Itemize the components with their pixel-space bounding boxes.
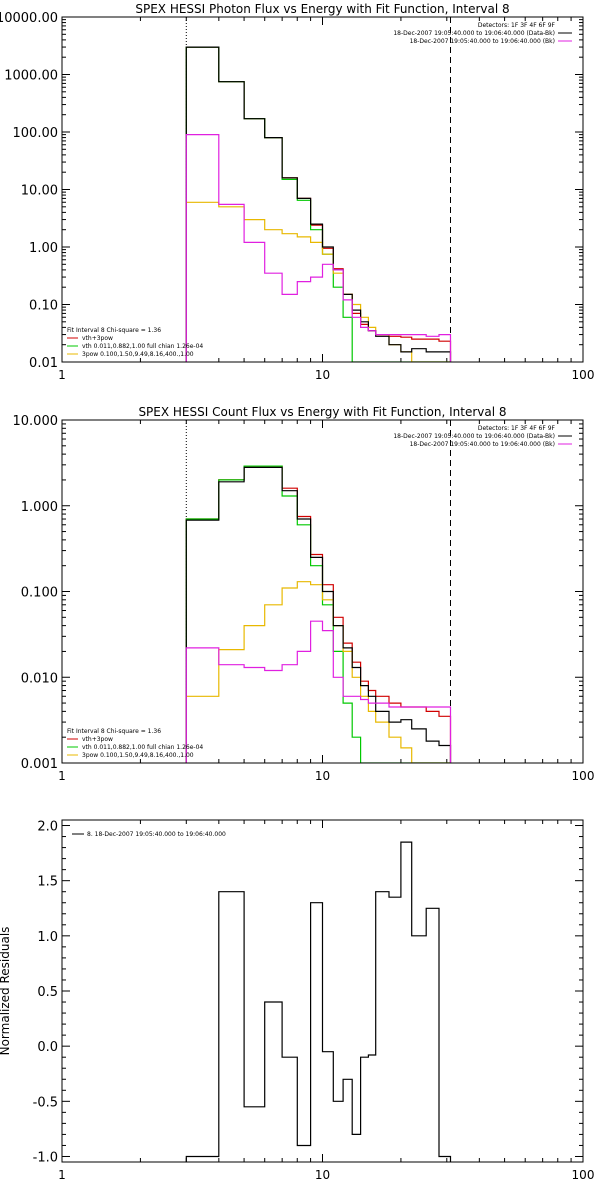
legend-top-left-entry: 8. 18-Dec-2007 19:05:40.000 to 19:06:40.…	[87, 831, 226, 838]
legend-top-right-entry: 18-Dec-2007 19:05:40.000 to 19:06:40.000…	[393, 433, 555, 440]
legend-top-right-entry: 18-Dec-2007 19:05:40.000 to 19:06:40.000…	[393, 30, 555, 37]
legend-top-right-entry: 18-Dec-2007 19:05:40.000 to 19:06:40.000…	[410, 38, 555, 45]
legend-bottom-left-entry: Fit Interval 8 Chi-square = 1.36	[67, 728, 161, 735]
chart-panel-1: SPEX HESSI Photon Flux vs Energy with Fi…	[0, 2, 594, 382]
legend-top-right-entry: 18-Dec-2007 19:05:40.000 to 19:06:40.000…	[410, 441, 555, 448]
series-2-line	[185, 581, 451, 763]
y-tick-label: 0.0	[37, 1040, 58, 1055]
y-tick-label: 0.01	[29, 356, 58, 371]
x-tick-label: 10	[315, 769, 330, 783]
plot-frame	[61, 819, 584, 1163]
y-tick-label: 0.001	[21, 757, 58, 772]
y-tick-label: 1.5	[37, 875, 58, 890]
y-tick-label: 10000.00	[0, 11, 58, 26]
x-tick-label: 100	[572, 368, 595, 382]
x-tick-label: 10	[315, 368, 330, 382]
y-tick-label: 0.010	[21, 671, 58, 686]
chart-panel-3: Normalized Residuals 1 10 100 -1.0 -0.5 0.0 0.5…	[0, 819, 595, 1182]
series-0-line	[185, 841, 452, 1162]
legend-bottom-left-entry: Fit Interval 8 Chi-square = 1.36	[67, 327, 161, 334]
x-tick-label: 100	[572, 1168, 595, 1182]
series-2-line	[185, 201, 451, 362]
y-tick-label: 1000.00	[4, 69, 58, 84]
x-tick-label: 1	[58, 368, 66, 382]
x-tick-label: 10	[315, 1168, 330, 1182]
y-tick-label: 10.000	[13, 414, 59, 429]
y-tick-label: 0.10	[29, 299, 58, 314]
y-tick-label: 2.0	[37, 820, 58, 835]
plot-frame	[61, 419, 584, 764]
legend-bottom-left-entry: vth+3pow	[82, 335, 113, 342]
y-tick-label: -1.0	[33, 1150, 58, 1165]
series-3-line	[185, 466, 452, 763]
x-tick-label: 100	[572, 769, 595, 783]
x-tick-label: 1	[58, 1168, 66, 1182]
y-tick-label: -0.5	[33, 1095, 58, 1110]
legend-top-right-entry: Detectors: 1F 3F 4F 6F 9F	[478, 425, 556, 432]
chart-title: SPEX HESSI Count Flux vs Energy with Fit…	[138, 405, 506, 419]
plot-frame	[61, 16, 584, 363]
legend-bottom-left-entry: vth 0.011,0.882,1.00 full chian 1.26e-04	[82, 744, 203, 751]
x-tick-label: 1	[58, 769, 66, 783]
legend-top-right-entry: Detectors: 1F 3F 4F 6F 9F	[478, 22, 556, 29]
chart-title: SPEX HESSI Photon Flux vs Energy with Fi…	[135, 2, 509, 16]
legend-bottom-left-entry: vth 0.011,0.882,1.00 full chian 1.26e-04	[82, 343, 203, 350]
legend-bottom-left-entry: 3pow 0.100,1.50,9.49,8.16,400.,1.00	[82, 351, 194, 358]
y-tick-label: 0.5	[37, 985, 58, 1000]
y-tick-label: 1.000	[21, 500, 58, 515]
y-tick-label: 1.0	[37, 930, 58, 945]
y-tick-label: 100.00	[13, 126, 59, 141]
series-4-line	[185, 134, 452, 362]
series-1-line	[185, 465, 451, 763]
y-axis-label: Normalized Residuals	[0, 927, 12, 1056]
y-tick-label: 0.100	[21, 586, 58, 601]
chart-panel-2: SPEX HESSI Count Flux vs Energy with Fit…	[13, 405, 595, 783]
legend-bottom-left-entry: vth+3pow	[82, 736, 113, 743]
y-tick-label: 10.00	[21, 184, 58, 199]
legend-bottom-left-entry: 3pow 0.100,1.50,9.49,8.16,400.,1.00	[82, 752, 194, 759]
y-tick-label: 1.00	[29, 241, 58, 256]
series-0-line	[185, 465, 452, 763]
series-4-line	[185, 620, 452, 763]
